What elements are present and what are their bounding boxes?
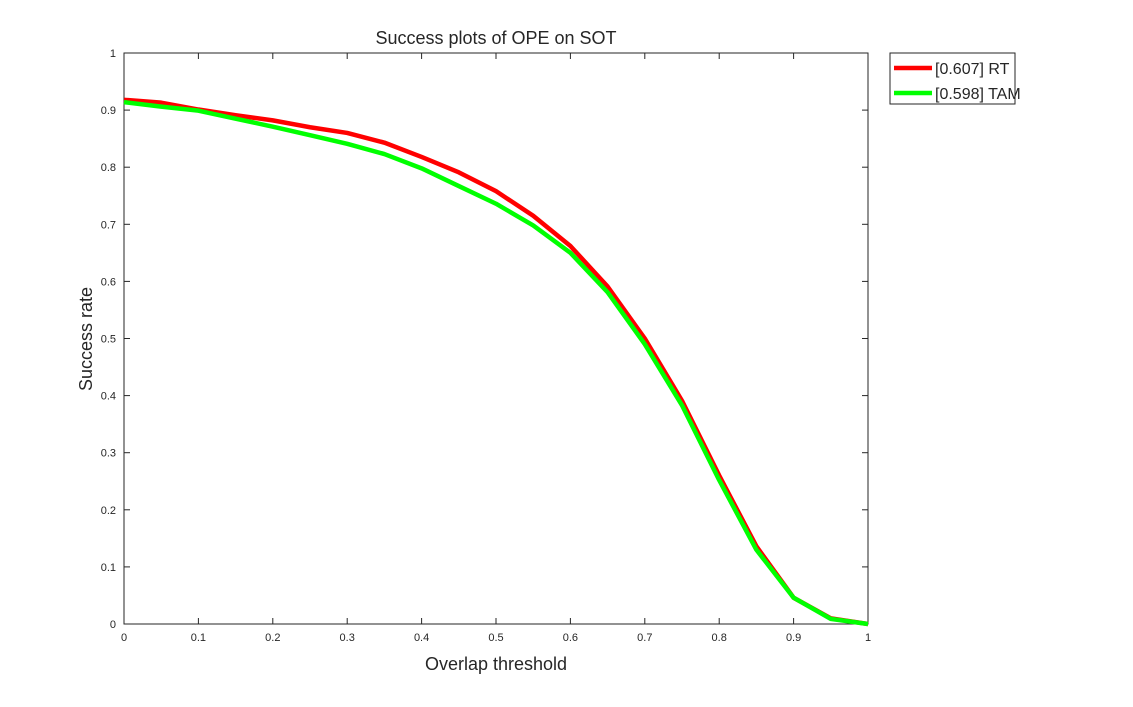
y-tick-label: 0.9	[101, 105, 116, 117]
ticks: 0 0.1 0.2 0.3 0.4 0.5 0.6 0.7 0.8 0.9 1 0 0.1 0.2 0.3 0…	[101, 48, 871, 644]
x-tick-label: 0.3	[340, 632, 355, 644]
x-tick-label: 0.7	[637, 632, 652, 644]
y-tick-label: 0.8	[101, 162, 116, 174]
y-tick-label: 0.5	[101, 334, 116, 346]
y-tick-label: 1	[110, 48, 116, 60]
x-tick-label: 0.8	[712, 632, 727, 644]
legend: [0.607] RT [0.598] TAM	[889, 52, 1021, 105]
x-tick-label: 1	[865, 632, 871, 644]
series-layer	[123, 97, 869, 627]
series-line-2	[123, 99, 869, 627]
x-tick-label: 0	[121, 632, 127, 644]
y-tick-label: 0	[110, 619, 116, 631]
x-tick-label: 0.1	[191, 632, 206, 644]
y-tick-label: 0.6	[101, 276, 116, 288]
y-tick-label: 0.3	[101, 448, 116, 460]
x-tick-label: 0.6	[563, 632, 578, 644]
y-tick-label: 0.4	[101, 391, 116, 403]
chart-title: Success plots of OPE on SOT	[375, 28, 616, 48]
axes-box	[123, 52, 869, 625]
x-tick-label: 0.4	[414, 632, 429, 644]
x-axis-title: Overlap threshold	[425, 654, 567, 674]
y-tick-label: 0.1	[101, 562, 116, 574]
legend-label-1: [0.607] RT	[935, 61, 1010, 78]
x-tick-label: 0.9	[786, 632, 801, 644]
x-tick-label: 0.2	[265, 632, 280, 644]
y-tick-label: 0.7	[101, 219, 116, 231]
y-axis-title: Success rate	[76, 287, 96, 391]
legend-box	[889, 52, 1016, 105]
plot-area: 0 0.1 0.2 0.3 0.4 0.5 0.6 0.7 0.8 0.9 1 0 0.1 0.2 0.3 0…	[101, 48, 871, 644]
x-tick-label: 0.5	[488, 632, 503, 644]
y-tick-label: 0.2	[101, 505, 116, 517]
legend-label-2: [0.598] TAM	[935, 86, 1021, 103]
